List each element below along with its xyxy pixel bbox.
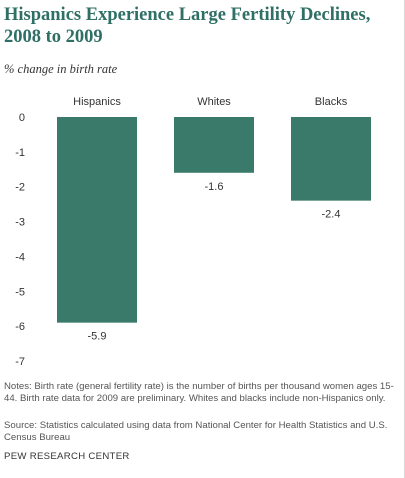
chart-title: Hispanics Experience Large Fertility Dec… bbox=[4, 5, 371, 47]
chart-subtitle: % change in birth rate bbox=[4, 62, 118, 76]
chart-notes: Notes: Birth rate (general fertility rat… bbox=[4, 381, 394, 404]
y-tick-label: -7 bbox=[15, 356, 25, 368]
bar-whites bbox=[174, 117, 254, 173]
y-axis: 0 -1 -2 -3 -4 -5 -6 -7 bbox=[15, 112, 25, 368]
data-label-hispanics: -5.9 bbox=[88, 331, 107, 343]
value-labels: -5.9 -1.6 -2.4 bbox=[88, 181, 341, 343]
bars bbox=[57, 117, 371, 323]
y-tick-label: -3 bbox=[15, 217, 25, 229]
y-tick-label: -5 bbox=[15, 286, 25, 298]
y-tick-label: -6 bbox=[15, 321, 25, 333]
bar-blacks bbox=[291, 117, 371, 201]
category-labels: Hispanics Whites Blacks bbox=[73, 96, 348, 108]
y-tick-label: 0 bbox=[19, 112, 25, 124]
bar-hispanics bbox=[57, 117, 137, 323]
category-label-blacks: Blacks bbox=[315, 96, 348, 108]
organization-credit: PEW RESEARCH CENTER bbox=[4, 451, 130, 462]
y-tick-label: -2 bbox=[15, 182, 25, 194]
y-tick-label: -1 bbox=[15, 147, 25, 159]
y-tick-label: -4 bbox=[15, 251, 25, 263]
category-label-whites: Whites bbox=[197, 96, 231, 108]
data-label-whites: -1.6 bbox=[205, 181, 224, 193]
category-label-hispanics: Hispanics bbox=[73, 96, 121, 108]
data-label-blacks: -2.4 bbox=[322, 209, 341, 221]
chart-source: Source: Statistics calculated using data… bbox=[4, 420, 388, 443]
bar-chart: 0 -1 -2 -3 -4 -5 -6 -7 Hispanics Whites Blacks -5… bbox=[15, 96, 371, 368]
